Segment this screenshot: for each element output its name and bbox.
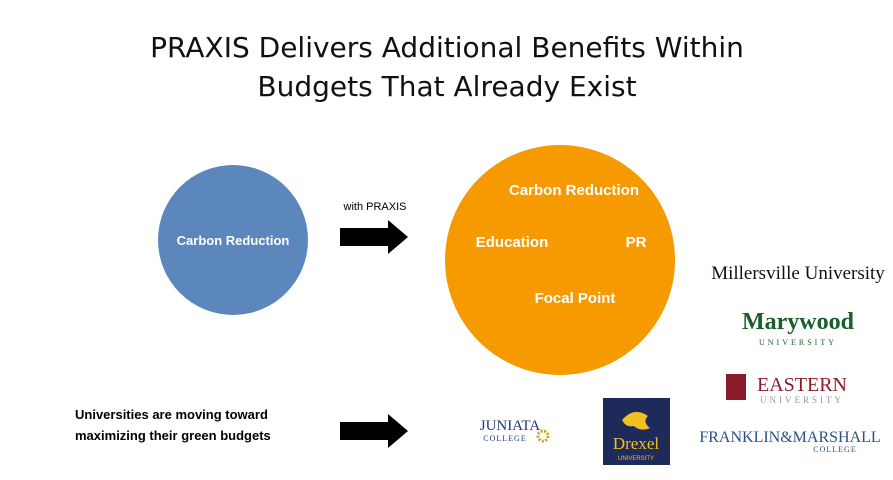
logo-sub: UNIVERSITY <box>618 456 654 462</box>
logo-icon <box>726 374 746 400</box>
arrow <box>340 414 408 448</box>
right-circle-label: Focal Point <box>535 290 616 307</box>
title-line: PRAXIS Delivers Additional Benefits With… <box>150 31 744 64</box>
arrow <box>340 220 408 254</box>
right-circle-label: Education <box>476 234 549 251</box>
logo-sub: COLLEGE <box>813 445 856 454</box>
logo-sub: UNIVERSITY <box>759 338 837 347</box>
logo-name: Millersville University <box>711 263 885 284</box>
note: Universities are moving toward <box>75 407 268 422</box>
logo-name: Marywood <box>742 309 855 335</box>
logo-icon <box>622 411 650 430</box>
logo-name: FRANKLIN&MARSHALL <box>699 429 880 446</box>
logo-icon <box>536 429 550 443</box>
arrow-label: with PRAXIS <box>343 201 407 213</box>
logo-name: Drexel <box>613 434 660 453</box>
left-circle <box>158 165 308 315</box>
logo-box <box>603 398 670 465</box>
right-circle <box>445 145 675 375</box>
left-circle-label: Carbon Reduction <box>177 233 290 248</box>
right-circle-label: PR <box>626 234 647 251</box>
logo-sub: COLLEGE <box>483 434 526 443</box>
title-line: Budgets That Already Exist <box>257 70 636 103</box>
logo-name: EASTERN <box>757 374 847 396</box>
right-circle-label: Carbon Reduction <box>509 182 639 199</box>
logo-sub: UNIVERSITY <box>760 395 844 405</box>
note: maximizing their green budgets <box>75 428 271 443</box>
logo-name: JUNIATA <box>480 418 541 434</box>
